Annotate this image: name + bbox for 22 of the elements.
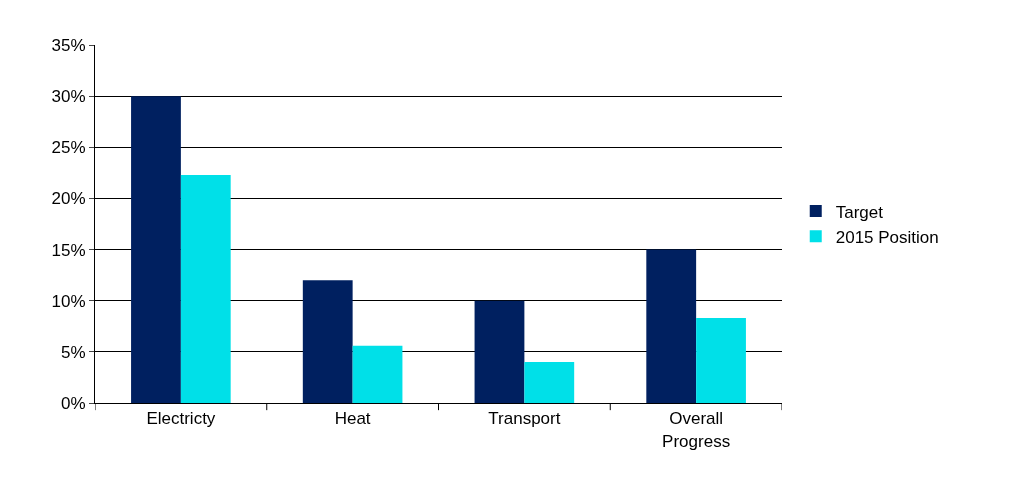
bar <box>180 174 231 403</box>
x-tick-label: Heat <box>334 409 371 429</box>
y-tick-label: 15% <box>51 240 86 260</box>
bar <box>524 362 575 403</box>
bar <box>696 318 746 403</box>
bar <box>352 345 403 403</box>
legend-label: Target <box>835 202 884 222</box>
bar <box>474 300 525 403</box>
bar <box>302 280 353 403</box>
y-tick-label: 5% <box>61 342 86 362</box>
y-tick-label: 0% <box>61 393 86 413</box>
bar <box>131 96 181 403</box>
y-tick-label: 30% <box>51 87 86 107</box>
y-tick-label: 35% <box>51 35 86 55</box>
x-tick-label: Transport <box>488 409 561 429</box>
bar <box>646 249 697 403</box>
y-tick-label: 10% <box>51 291 86 311</box>
y-tick-label: 25% <box>51 138 86 158</box>
x-tick-label: Electricty <box>146 409 216 429</box>
x-tick-label: Overall Progress <box>662 409 731 451</box>
legend-label: 2015 Position <box>835 227 939 247</box>
y-tick-label: 20% <box>51 189 86 209</box>
